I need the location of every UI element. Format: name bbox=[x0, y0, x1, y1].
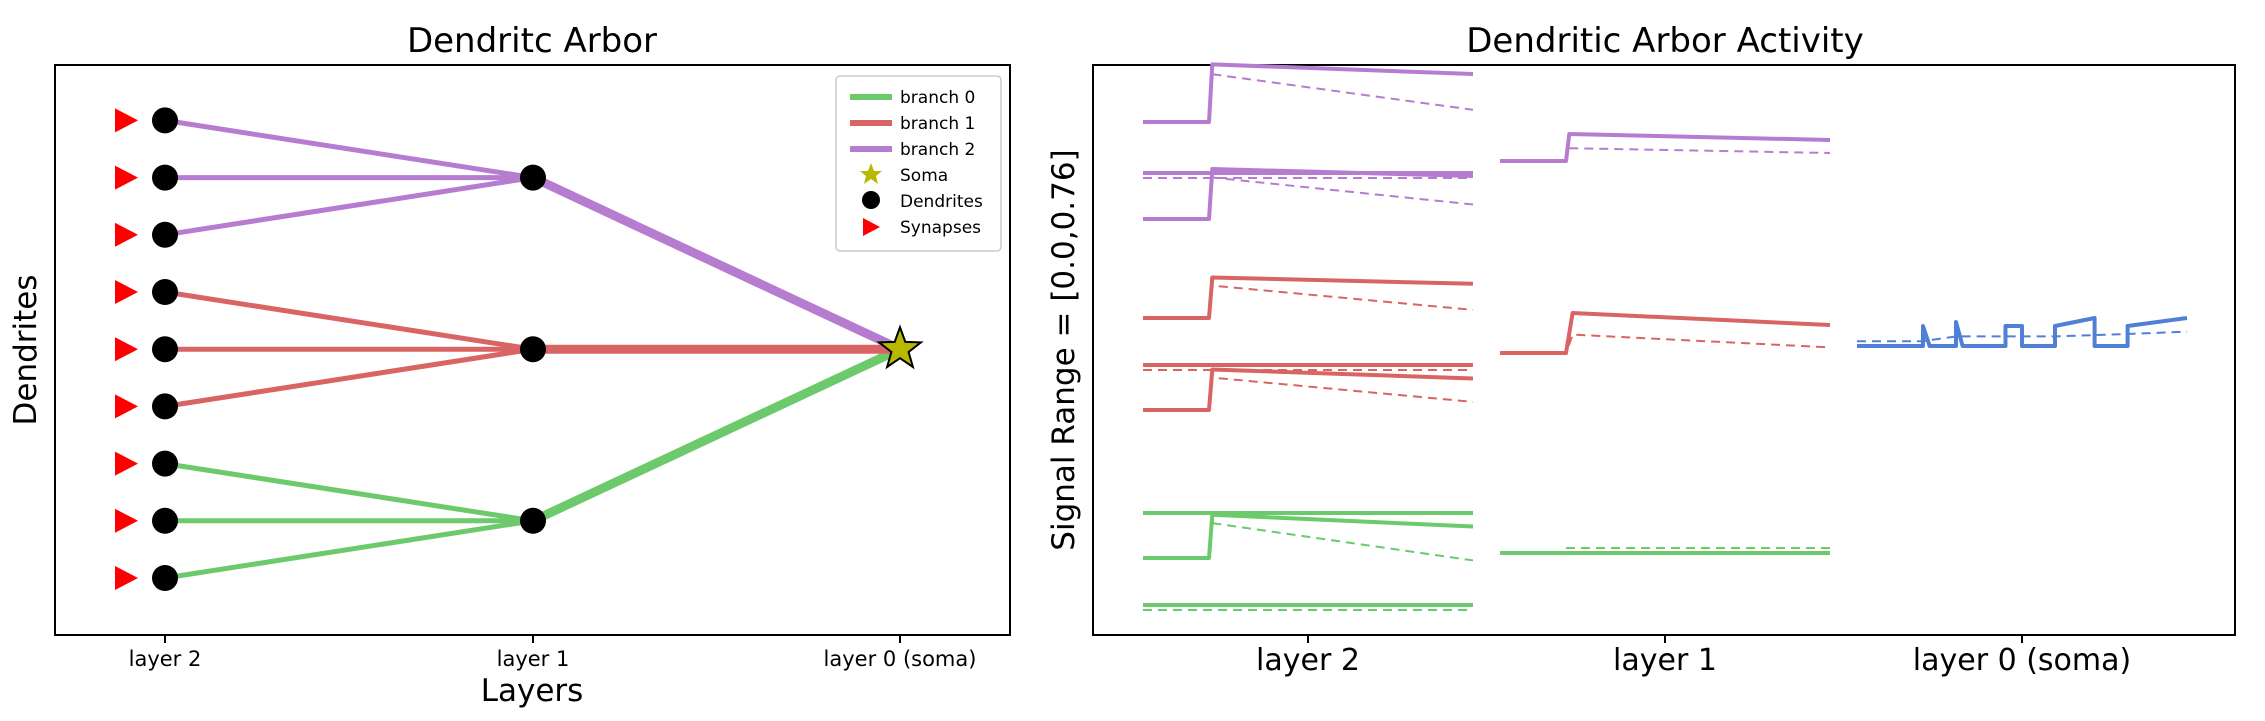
synapse-marker bbox=[115, 451, 138, 476]
right-chart-title: Dendritic Arbor Activity bbox=[1466, 21, 1864, 61]
left-xtick-layer2: layer 2 bbox=[129, 647, 202, 671]
link-layer1-soma-branch0 bbox=[531, 345, 902, 525]
link-layer2-layer1-2 bbox=[164, 461, 534, 524]
synapse-marker bbox=[115, 280, 138, 304]
trace-layer2-solid bbox=[1143, 512, 1474, 560]
right-xtick-layer2: layer 2 bbox=[1256, 643, 1360, 678]
link-layer2-layer1-0 bbox=[164, 518, 534, 581]
trace-layer2-solid bbox=[1143, 367, 1474, 412]
trace-layer2-dashed bbox=[1143, 176, 1474, 219]
left-xaxis-label: Layers bbox=[481, 673, 584, 709]
trace-layer1-solid bbox=[1500, 132, 1831, 163]
left-xtick-layer1: layer 1 bbox=[497, 647, 570, 671]
synapse-marker bbox=[115, 566, 138, 590]
legend-box bbox=[835, 75, 1002, 252]
right-xtick-layer0: layer 0 (soma) bbox=[1913, 643, 2131, 678]
trace-layer2-solid bbox=[1143, 167, 1474, 221]
right-traces bbox=[1143, 62, 2188, 611]
legend-label-branch0: branch 0 bbox=[900, 88, 975, 108]
soma-star bbox=[876, 324, 924, 370]
dendrite-node-layer2 bbox=[152, 279, 178, 305]
dendrite-node-layer1 bbox=[520, 164, 546, 191]
trace-layer2-dashed bbox=[1212, 522, 1474, 562]
legend-label-soma: Soma bbox=[900, 166, 948, 186]
left-panel: Dendritc Arbor layer 2 layer 1 layer 0 (… bbox=[8, 21, 1011, 709]
dendrite-node-layer2 bbox=[152, 507, 178, 534]
synapse-marker bbox=[115, 508, 138, 533]
dendrite-node-layer1 bbox=[520, 336, 546, 363]
trace-layer2-dashed bbox=[1143, 284, 1474, 319]
trace-layer1-dashed bbox=[1569, 147, 1831, 154]
dendrite-node-layer2 bbox=[152, 450, 178, 477]
link-layer2-layer1-3 bbox=[164, 346, 534, 409]
synapse-marker bbox=[115, 394, 138, 419]
trace-layer2-dashed bbox=[1212, 73, 1474, 111]
synapse-marker bbox=[115, 165, 138, 190]
right-panel: Dendritic Arbor Activity layer 2 layer 1… bbox=[1046, 21, 2236, 678]
right-xtick-layer1: layer 1 bbox=[1613, 643, 1717, 678]
legend-label-synapses: Synapses bbox=[900, 218, 981, 238]
legend-label-branch2: branch 2 bbox=[900, 140, 975, 160]
legend-label-dendrites: Dendrites bbox=[900, 192, 983, 212]
trace-layer1-dashed bbox=[1500, 333, 1831, 355]
synapse-marker bbox=[115, 337, 138, 362]
left-nodes bbox=[115, 107, 924, 591]
legend-label-branch1: branch 1 bbox=[900, 114, 975, 134]
left-yaxis-label: Dendrites bbox=[8, 274, 44, 425]
dendrite-node-layer1 bbox=[520, 507, 546, 534]
right-yaxis-label: Signal Range = [0.0,0.76] bbox=[1046, 149, 1082, 550]
trace-layer2-solid bbox=[1143, 62, 1474, 124]
dendrite-node-layer2 bbox=[152, 565, 178, 591]
dendrite-node-layer2 bbox=[152, 336, 178, 363]
left-xticks: layer 2 layer 1 layer 0 (soma) bbox=[129, 635, 977, 671]
legend-circle-icon bbox=[862, 191, 880, 209]
synapse-marker bbox=[115, 222, 138, 247]
legend-star-icon bbox=[860, 163, 882, 184]
link-layer1-soma-branch2 bbox=[531, 173, 902, 354]
trace-layer1-solid bbox=[1500, 311, 1831, 355]
dendrite-node-layer2 bbox=[152, 164, 178, 191]
trace-layer2-solid bbox=[1143, 275, 1474, 320]
left-chart-title: Dendritc Arbor bbox=[407, 21, 657, 61]
left-branch-links bbox=[164, 117, 902, 581]
link-layer2-layer1-5 bbox=[164, 289, 534, 352]
link-layer2-layer1-8 bbox=[164, 117, 534, 181]
dendrite-node-layer2 bbox=[152, 107, 178, 134]
dendrite-node-layer2 bbox=[152, 393, 178, 420]
link-layer2-layer1-6 bbox=[164, 175, 534, 238]
trace-layer2-dashed bbox=[1143, 376, 1474, 411]
trace-soma-dashed bbox=[1857, 330, 2188, 343]
synapse-marker bbox=[115, 108, 138, 133]
legend-triangle-icon bbox=[863, 218, 880, 236]
dendrite-node-layer2 bbox=[152, 221, 178, 248]
trace-soma-solid bbox=[1857, 316, 2188, 348]
left-xtick-layer0: layer 0 (soma) bbox=[824, 647, 977, 671]
legend: branch 0 branch 1 branch 2 Soma Dendrite… bbox=[835, 75, 1002, 252]
right-xticks: layer 2 layer 1 layer 0 (soma) bbox=[1256, 635, 2131, 678]
